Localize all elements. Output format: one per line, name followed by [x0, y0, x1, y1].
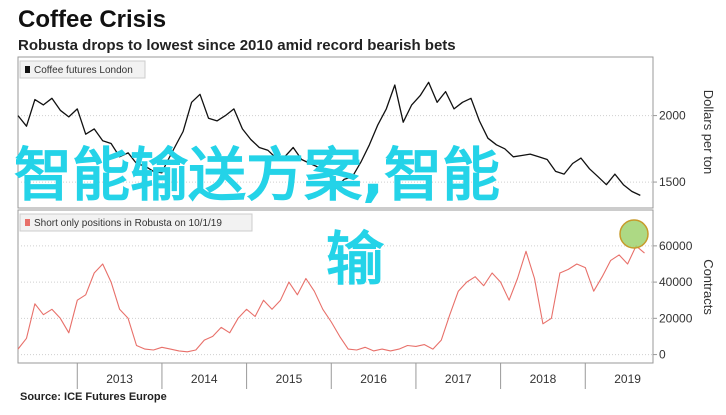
chart-title: Coffee Crisis: [18, 6, 167, 33]
highlight-circle: [619, 219, 649, 249]
ytick-label-bottom-3: 60000: [659, 239, 693, 253]
overlay-text-line2: 输: [326, 225, 385, 293]
legend-bottom-box: [19, 213, 253, 232]
source-label: Source:: [20, 391, 61, 403]
legend-top-label: Coffee futures London: [34, 65, 133, 76]
y-axis-title-bottom: Contracts: [701, 259, 716, 315]
series-line-bottom-0: [17, 245, 645, 353]
legend-top-box: [19, 60, 146, 79]
xtick-label-1: 2014: [191, 372, 218, 386]
source-note: Source: ICE Futures Europe: [20, 391, 167, 403]
chart-subtitle: Robusta drops to lowest since 2010 amid …: [18, 37, 456, 54]
grid-top: [18, 115, 653, 183]
legend-top-swatch: [25, 66, 30, 73]
xticks: 2013 2014 2015 2016 2017 2018 2019: [76, 363, 641, 389]
overlay-text-line1: 智能输送方案,智能: [14, 141, 501, 209]
ytick-label-bottom-2: 40000: [659, 275, 693, 289]
xtick-label-2: 2015: [276, 372, 303, 386]
y-axis-title-top: Dollars per ton: [701, 90, 716, 175]
xtick-label-4: 2017: [445, 372, 472, 386]
source-text: ICE Futures Europe: [64, 391, 167, 403]
legend-bottom: Short only positions in Robusta on 10/1/…: [19, 213, 253, 232]
yticks-top: 1500 2000: [653, 109, 686, 189]
ytick-label-bottom-0: 0: [659, 348, 666, 362]
xtick-label-0: 2013: [106, 372, 133, 386]
grid-bottom: [18, 245, 653, 356]
series-bottom: [17, 245, 645, 353]
legend-bottom-swatch: [25, 219, 30, 226]
xtick-label-3: 2016: [360, 372, 387, 386]
xtick-label-5: 2018: [530, 372, 557, 386]
series-line-top-0: [17, 81, 641, 196]
ytick-label-top-1: 2000: [659, 109, 686, 123]
series-top: [17, 81, 641, 196]
legend-bottom-label: Short only positions in Robusta on 10/1/…: [34, 218, 222, 229]
legend-top: Coffee futures London: [19, 60, 146, 79]
xtick-label-6: 2019: [614, 372, 641, 386]
ytick-label-top-0: 1500: [659, 175, 686, 189]
top-panel-frame: [17, 56, 654, 209]
yticks-bottom: 0 20000 40000 60000: [653, 239, 693, 362]
ytick-label-bottom-1: 20000: [659, 311, 693, 325]
